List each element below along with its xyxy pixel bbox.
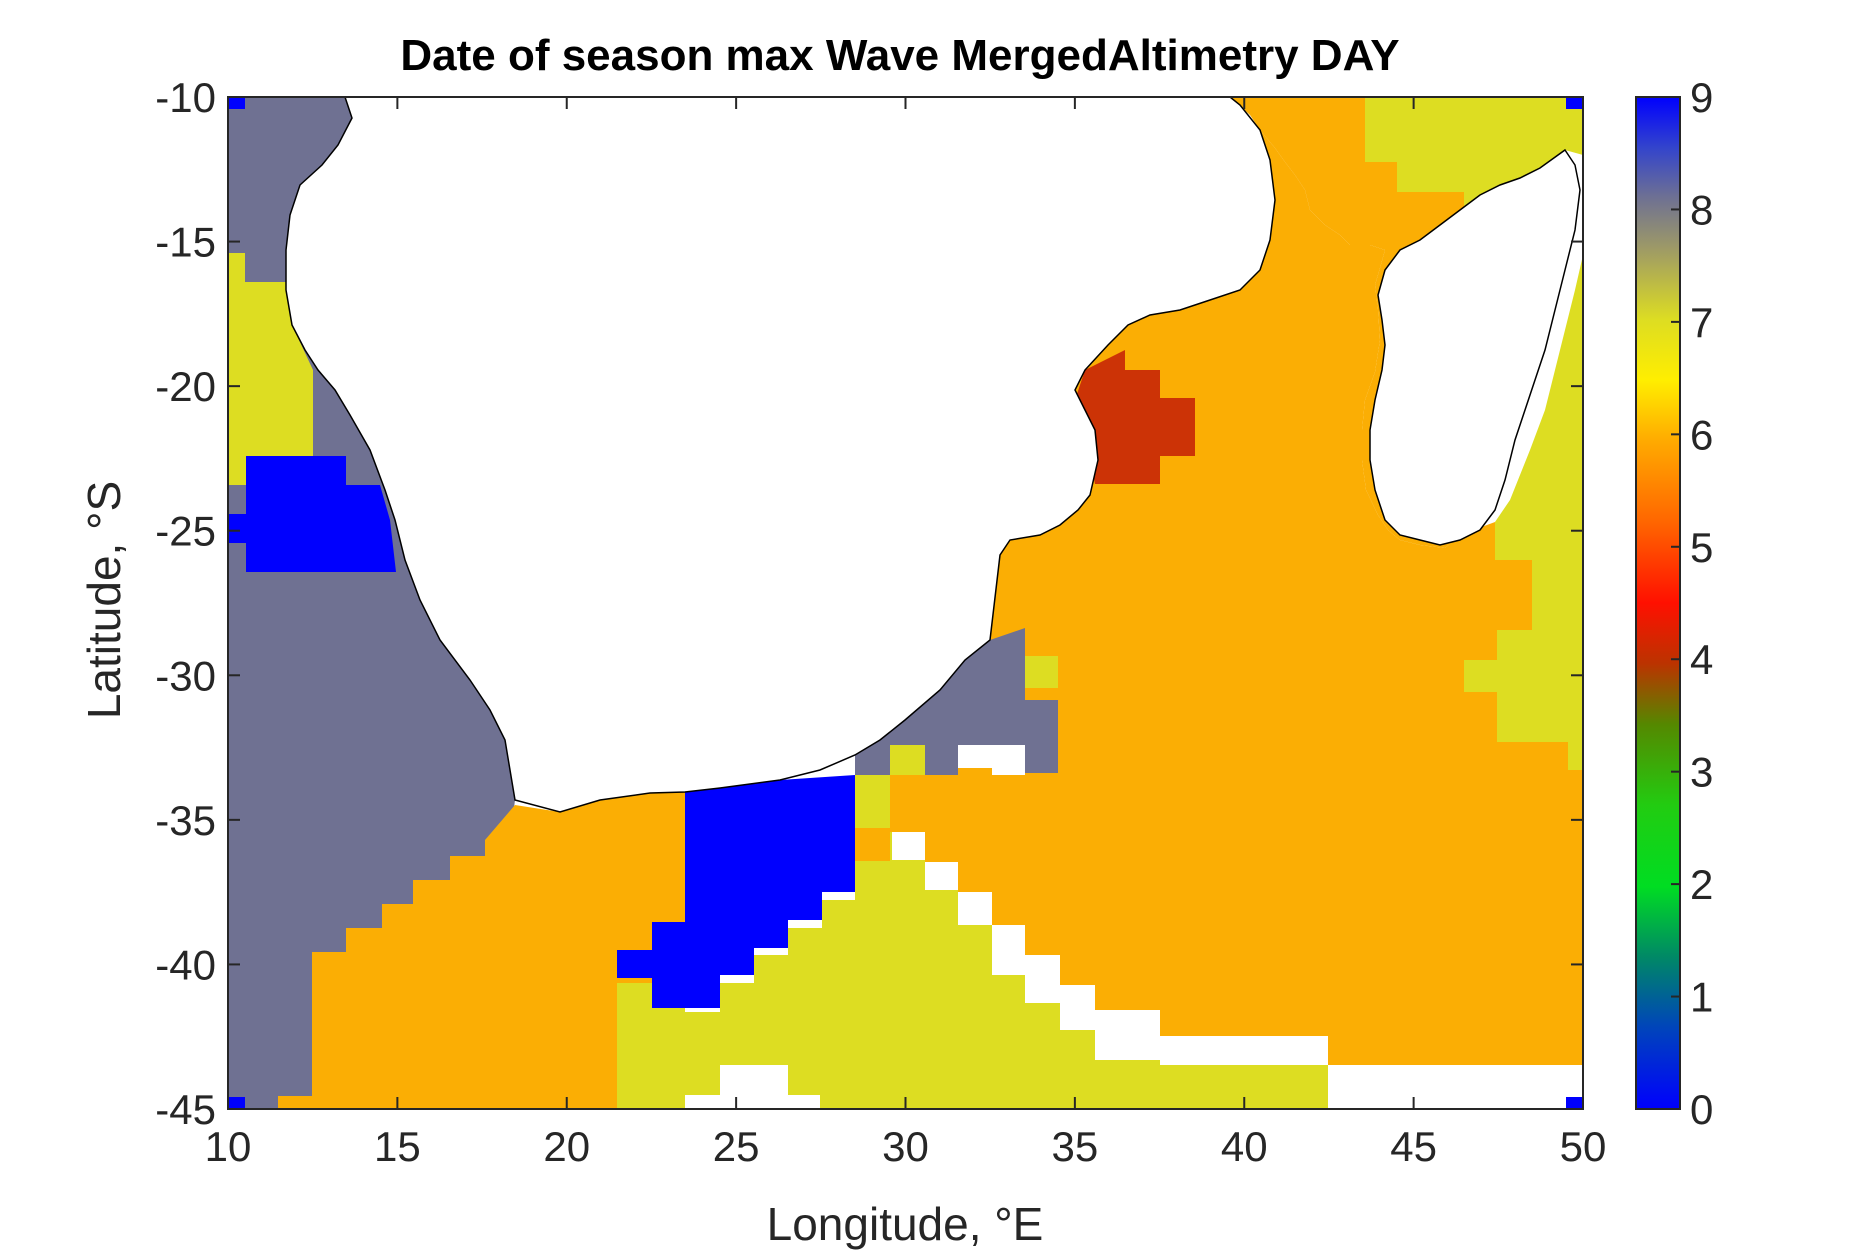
x-tick-label: 30	[882, 1123, 929, 1170]
x-tick-label: 25	[713, 1123, 760, 1170]
region-west-yellow	[228, 253, 313, 485]
region-east-madagascar-yellow	[1464, 255, 1583, 770]
colorbar-ticks: 0 1 2 3 4 5 6 7 8 9	[1671, 74, 1713, 1133]
x-tick-label: 20	[543, 1123, 590, 1170]
colorbar-tick-label: 5	[1690, 524, 1713, 571]
x-axis-label: Longitude, °E	[767, 1198, 1044, 1250]
landmass-africa	[285, 96, 1276, 813]
y-axis-label: Latitude, °S	[78, 481, 130, 719]
colorbar	[1635, 96, 1681, 1110]
y-axis: -10 -15 -20 -25 -30 -35 -40 -45	[155, 74, 1583, 1133]
x-tick-label: 10	[205, 1123, 252, 1170]
colorbar-tick-label: 4	[1690, 636, 1713, 683]
region-mozambique-red	[1075, 350, 1195, 484]
y-tick-label: -45	[155, 1086, 216, 1133]
region-west-blue	[228, 456, 396, 572]
y-tick-label: -30	[155, 652, 216, 699]
region-ne-yellow	[1365, 97, 1583, 222]
colorbar-tick-label: 8	[1690, 186, 1713, 233]
region-southeast-gray	[855, 628, 1058, 775]
region-mozambique-orange-2	[855, 97, 1583, 1065]
y-tick-label: -15	[155, 219, 216, 266]
colorbar-tick-label: 7	[1690, 299, 1713, 346]
y-tick-label: -10	[155, 74, 216, 121]
y-tick-label: -20	[155, 363, 216, 410]
corner-marker	[1566, 97, 1583, 109]
x-tick-label: 15	[374, 1123, 421, 1170]
y-tick-label: -25	[155, 508, 216, 555]
corner-marker	[228, 97, 245, 109]
map-plot-area	[227, 96, 1584, 1110]
x-tick-label: 45	[1390, 1123, 1437, 1170]
x-tick-label: 40	[1221, 1123, 1268, 1170]
colorbar-tick-label: 1	[1690, 974, 1713, 1021]
landmass-madagascar	[1369, 148, 1581, 546]
colorbar-tick-label: 9	[1690, 74, 1713, 121]
y-tick-label: -40	[155, 941, 216, 988]
y-tick-label: -35	[155, 797, 216, 844]
x-tick-label: 35	[1052, 1123, 1099, 1170]
corner-marker	[228, 1097, 245, 1109]
x-axis: 10 15 20 25 30 35 40 45 50	[205, 97, 1607, 1170]
region-south-yellow-main	[617, 770, 1328, 1109]
colorbar-tick-label: 2	[1690, 861, 1713, 908]
colorbar-tick-label: 3	[1690, 749, 1713, 796]
region-se-yellow-small	[855, 656, 1058, 800]
region-agulhas-blue	[617, 775, 855, 1008]
corner-marker	[1566, 1097, 1583, 1109]
colorbar-tick-label: 0	[1690, 1086, 1713, 1133]
region-south-atlantic-orange	[278, 792, 685, 1109]
colorbar-tick-label: 6	[1690, 411, 1713, 458]
x-tick-label: 50	[1560, 1123, 1607, 1170]
chart-title: Date of season max Wave MergedAltimetry …	[400, 31, 1399, 80]
